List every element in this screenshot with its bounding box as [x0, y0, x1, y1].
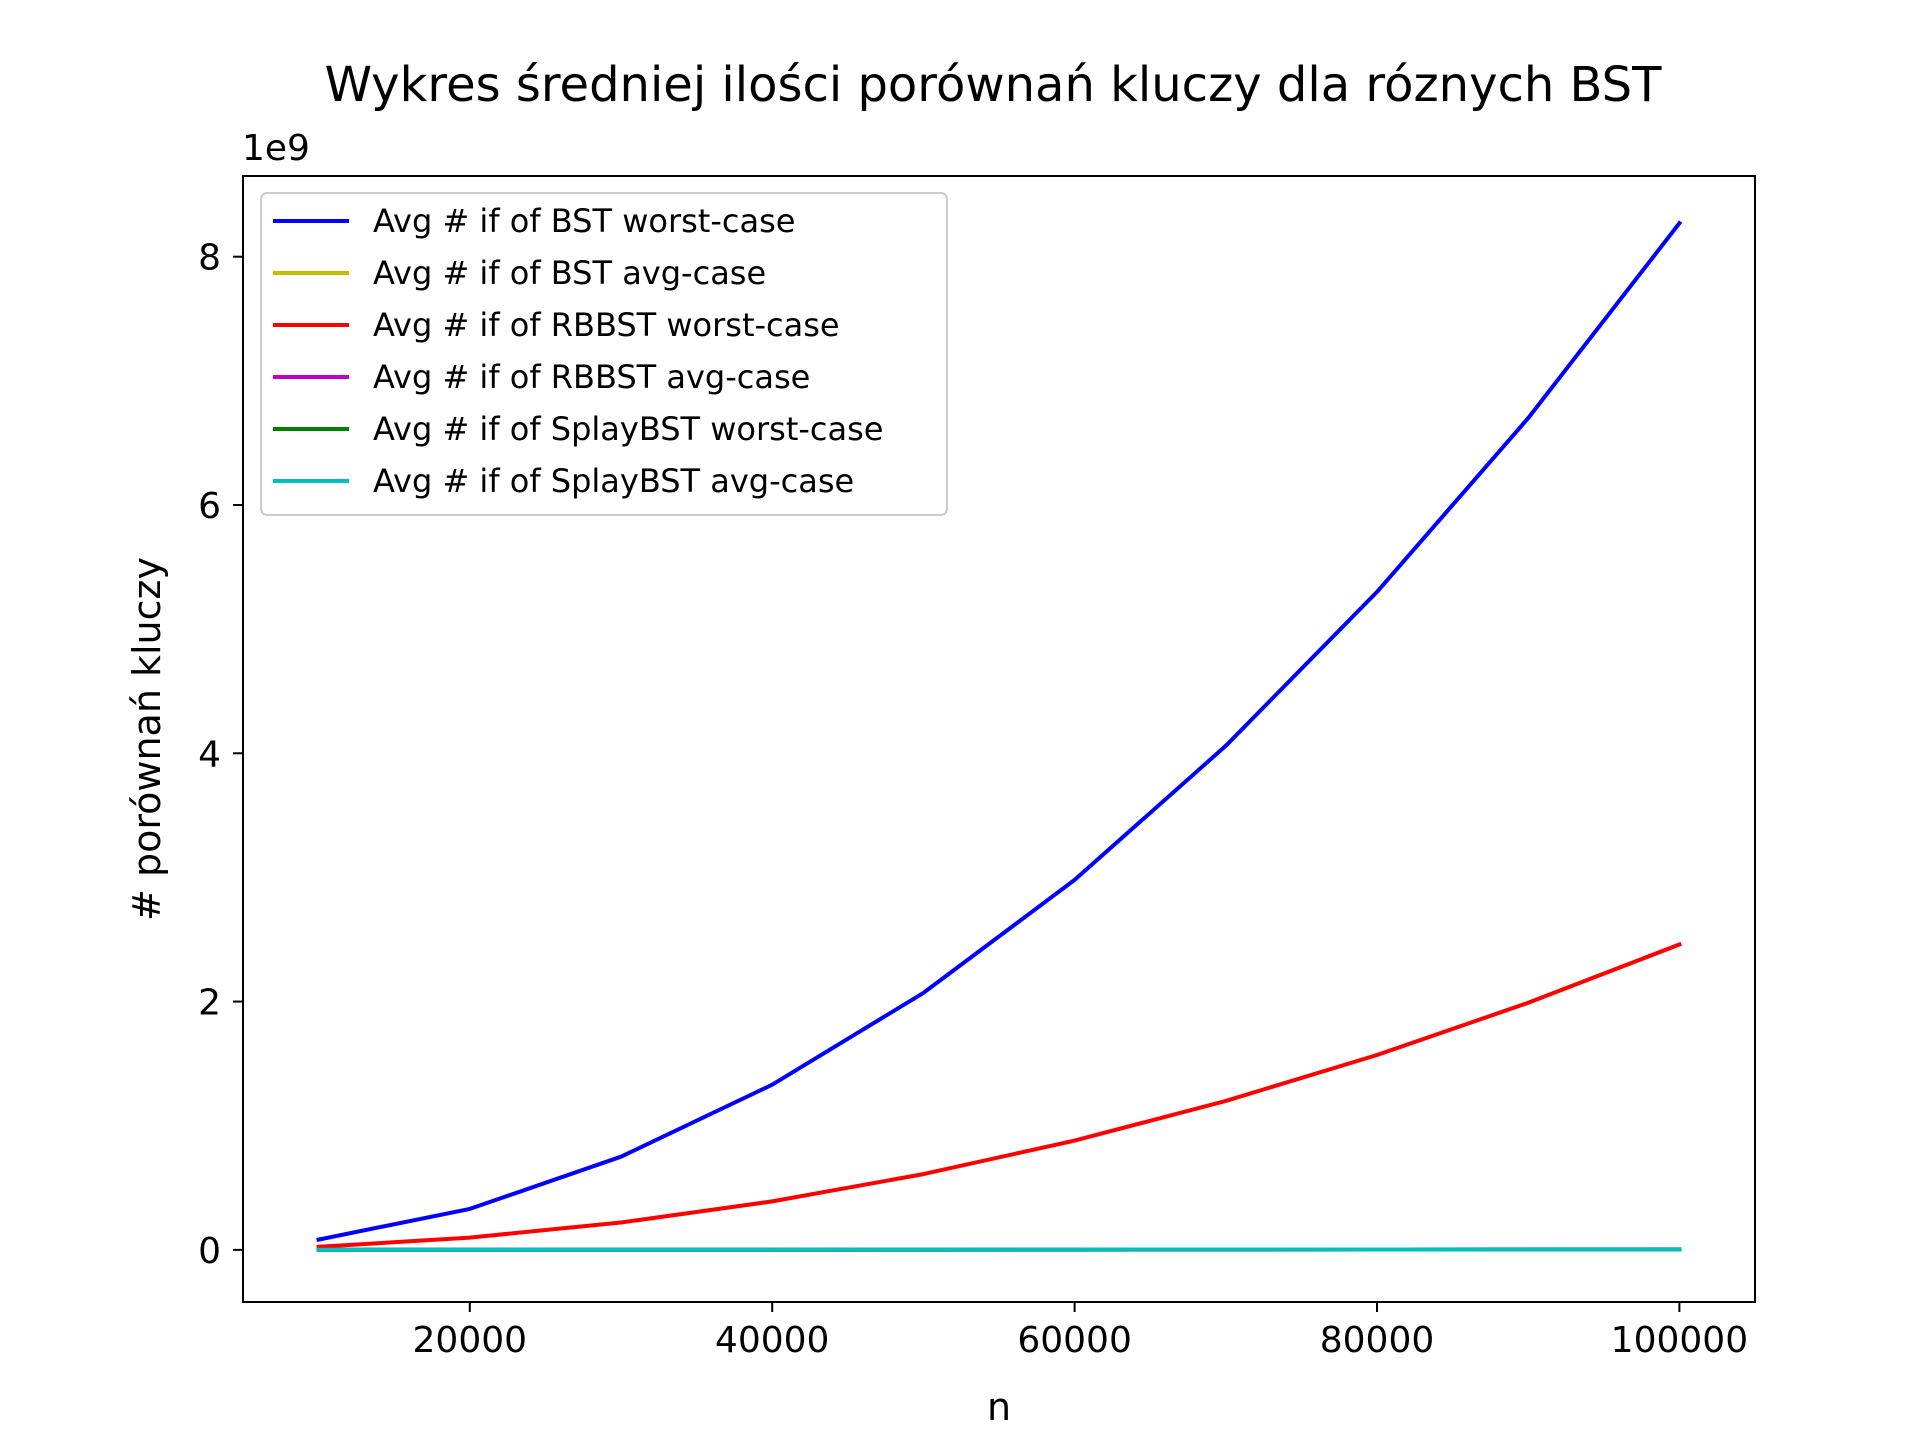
legend-label-3: Avg # if of RBBST avg-case [373, 358, 810, 396]
legend-label-4: Avg # if of SplayBST worst-case [373, 410, 883, 448]
plot-frame [242, 175, 1756, 1303]
legend: Avg # if of BST worst-case Avg # if of BS… [260, 192, 948, 516]
chart-title: Wykres średniej ilości porównań kluczy d… [325, 57, 1663, 113]
x-tick-label-2: 60000 [1017, 1320, 1132, 1361]
x-tick-label-0: 20000 [413, 1320, 528, 1361]
legend-label-0: Avg # if of BST worst-case [373, 202, 795, 240]
series-line-0 [316, 220, 1683, 1242]
y-multiplier-label: 1e9 [242, 128, 310, 169]
y-axis: 0 2 4 6 8 [198, 238, 243, 1272]
legend-box [260, 192, 948, 516]
plot-area [316, 220, 1683, 1252]
x-axis: 20000 40000 60000 80000 100000 [413, 1302, 1748, 1361]
series-line-2 [316, 941, 1682, 1249]
x-axis-label: n [987, 1385, 1011, 1429]
legend-label-5: Avg # if of SplayBST avg-case [373, 462, 854, 500]
y-tick-label-2: 4 [198, 734, 221, 775]
y-tick-label-3: 6 [198, 486, 221, 527]
y-tick-label-1: 2 [198, 983, 221, 1024]
y-tick-label-4: 8 [198, 238, 221, 279]
legend-label-2: Avg # if of RBBST worst-case [373, 306, 840, 344]
x-tick-label-4: 100000 [1611, 1320, 1748, 1361]
legend-label-1: Avg # if of BST avg-case [373, 254, 766, 292]
y-tick-label-0: 0 [198, 1231, 221, 1272]
y-axis-label: # porównań kluczy [125, 557, 169, 921]
x-tick-label-3: 80000 [1320, 1320, 1435, 1361]
x-tick-label-1: 40000 [715, 1320, 830, 1361]
